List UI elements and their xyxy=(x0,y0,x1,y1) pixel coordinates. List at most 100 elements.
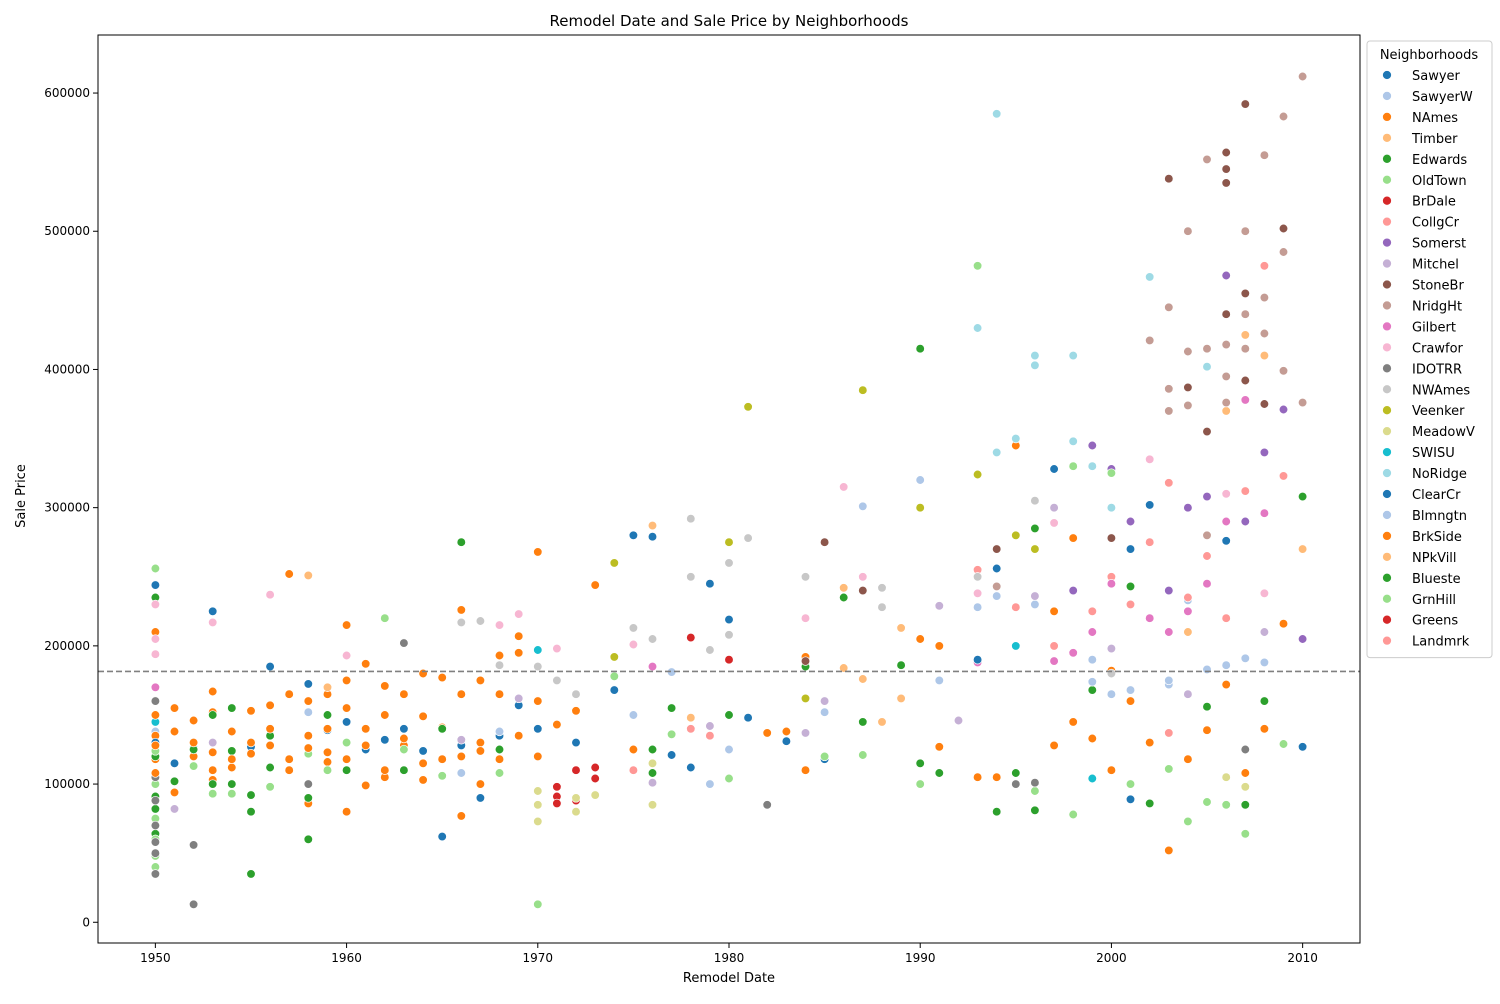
data-point xyxy=(1259,261,1270,271)
data-point xyxy=(1297,491,1308,502)
data-point xyxy=(1202,664,1212,675)
legend-label: SWISU xyxy=(1412,446,1455,461)
data-point xyxy=(494,620,505,630)
data-point xyxy=(1221,679,1231,690)
y-axis-ticks: 0 100000 200000 300000 400000 500000 600000 xyxy=(44,86,98,929)
data-point xyxy=(1030,805,1040,815)
data-point xyxy=(1259,447,1270,458)
data-point xyxy=(188,715,199,726)
data-point xyxy=(361,740,371,751)
data-point xyxy=(514,693,524,704)
data-point xyxy=(265,700,275,710)
data-point xyxy=(1068,533,1078,543)
data-point xyxy=(819,537,830,547)
data-point xyxy=(169,703,180,713)
data-point xyxy=(839,482,849,492)
data-point xyxy=(303,743,313,753)
data-point xyxy=(934,675,944,686)
data-point xyxy=(800,572,811,582)
data-point xyxy=(1106,503,1117,513)
data-point xyxy=(303,679,313,689)
data-point xyxy=(743,533,753,543)
data-point xyxy=(361,724,371,734)
data-point xyxy=(858,750,868,760)
legend-label: Crawfor xyxy=(1412,341,1464,356)
data-point xyxy=(303,793,313,803)
data-point xyxy=(1087,655,1097,665)
data-point xyxy=(762,728,772,738)
legend-label: NWAmes xyxy=(1412,383,1470,398)
data-point xyxy=(1240,653,1250,663)
data-point xyxy=(1278,111,1289,122)
data-point xyxy=(208,710,218,720)
series-Blueste xyxy=(647,660,906,755)
data-point xyxy=(514,609,524,619)
data-point xyxy=(533,724,543,734)
data-point xyxy=(800,765,811,775)
data-point xyxy=(1145,737,1155,748)
legend-marker xyxy=(1382,405,1392,416)
legend-label: Greens xyxy=(1412,614,1458,629)
data-point xyxy=(494,744,505,755)
data-point xyxy=(877,602,887,612)
data-point xyxy=(1297,742,1308,752)
data-point xyxy=(1164,627,1174,637)
data-point xyxy=(972,772,983,782)
data-point xyxy=(399,724,409,734)
data-point xyxy=(628,530,639,540)
data-point xyxy=(1068,717,1078,727)
data-point xyxy=(265,762,275,773)
data-point xyxy=(1164,174,1174,184)
data-point xyxy=(1278,404,1289,415)
legend-marker xyxy=(1382,635,1392,646)
data-point xyxy=(1087,440,1097,451)
data-point xyxy=(800,613,811,623)
data-point xyxy=(915,779,925,789)
series-IDOTRR xyxy=(150,638,1250,909)
data-point xyxy=(781,726,792,737)
data-point xyxy=(992,581,1002,592)
data-point xyxy=(1125,779,1136,789)
legend-marker xyxy=(1382,279,1392,290)
data-point xyxy=(724,773,734,784)
data-point xyxy=(1221,516,1231,527)
data-point xyxy=(1259,657,1270,668)
y-tick-label: 600000 xyxy=(44,86,90,100)
legend-title: Neighborhoods xyxy=(1380,48,1479,63)
legend-label: Mitchel xyxy=(1412,258,1459,273)
data-point xyxy=(227,779,237,789)
data-point xyxy=(1125,516,1136,527)
data-point xyxy=(1087,606,1097,616)
data-point xyxy=(475,746,486,756)
series-Landmrk xyxy=(1164,728,1174,738)
series-GrnHill xyxy=(1068,461,1117,478)
data-point xyxy=(284,689,294,699)
data-point xyxy=(1259,724,1270,734)
data-point xyxy=(284,569,294,579)
data-point xyxy=(1068,585,1078,596)
data-point xyxy=(265,661,275,672)
data-point xyxy=(1221,339,1231,350)
data-point xyxy=(1145,500,1155,510)
data-point xyxy=(1278,619,1289,629)
data-point xyxy=(188,840,199,850)
legend-label: Blmngtn xyxy=(1412,509,1467,524)
data-point xyxy=(150,563,161,574)
data-point xyxy=(666,729,677,739)
data-point xyxy=(1221,772,1231,782)
data-point xyxy=(169,726,180,737)
series-Somerst xyxy=(1068,270,1308,644)
legend-marker xyxy=(1382,321,1392,332)
data-point xyxy=(1011,641,1021,651)
data-point xyxy=(877,717,887,727)
data-point xyxy=(1164,845,1174,856)
legend-marker xyxy=(1382,510,1392,520)
data-point xyxy=(992,807,1002,817)
data-point xyxy=(494,660,505,670)
data-point xyxy=(1202,551,1212,561)
data-point xyxy=(1202,797,1212,807)
data-point xyxy=(1240,800,1250,810)
data-point xyxy=(1164,675,1174,686)
data-point xyxy=(246,790,256,800)
legend-label: ClearCr xyxy=(1412,488,1461,503)
